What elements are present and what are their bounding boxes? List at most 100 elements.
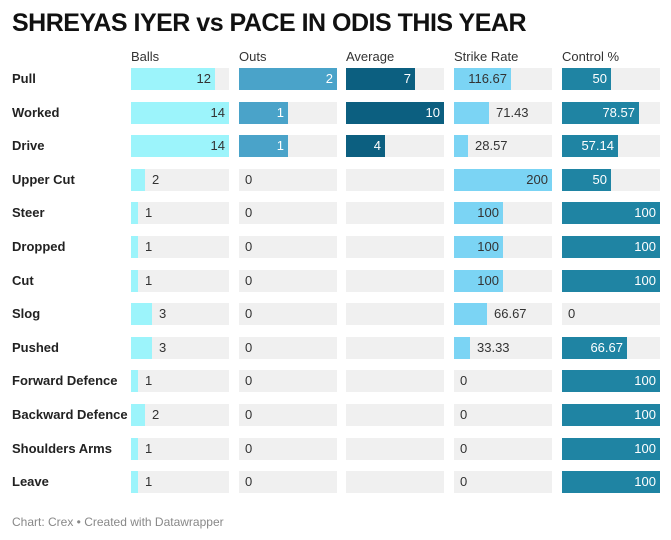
bar-track-strike-rate: 0 [454,471,552,493]
bar-control [562,438,660,460]
value-label-control: 100 [634,273,656,288]
value-label-balls: 1 [145,273,153,288]
value-label-average: 10 [425,105,440,120]
bar-track-control: 100 [562,370,660,392]
value-label-control: 50 [592,172,607,187]
bar-track-average [346,169,444,191]
bar-outs [239,68,337,90]
value-label-balls: 1 [145,373,153,388]
bar-track-outs: 0 [239,471,337,493]
value-label-control: 78.57 [602,105,635,120]
column-header-outs: Outs [239,49,267,64]
bar-track-balls: 1 [131,471,229,493]
value-label-balls: 1 [145,474,153,489]
value-label-strike-rate: 100 [477,205,499,220]
value-label-outs: 2 [325,71,333,86]
bar-track-balls: 1 [131,270,229,292]
value-label-control: 100 [634,239,656,254]
bar-track-control: 57.14 [562,135,660,157]
value-label-balls: 1 [145,239,153,254]
bar-balls [131,169,145,191]
value-label-average: 7 [403,71,411,86]
value-label-outs: 1 [276,138,284,153]
row-label: Upper Cut [12,172,75,187]
value-label-strike-rate: 33.33 [477,340,510,355]
column-header-strike-rate: Strike Rate [454,49,519,64]
bar-control [562,270,660,292]
bar-track-outs: 0 [239,370,337,392]
bar-outs [239,135,288,157]
bar-track-outs: 1 [239,135,337,157]
bar-average [346,102,444,124]
bar-track-strike-rate: 33.33 [454,337,552,359]
value-label-outs: 0 [245,340,253,355]
value-label-balls: 14 [210,105,225,120]
bar-control [562,370,660,392]
value-label-control: 0 [568,306,576,321]
value-label-outs: 0 [245,239,253,254]
value-label-control: 66.67 [590,340,623,355]
value-label-strike-rate: 66.67 [494,306,527,321]
value-label-control: 100 [634,474,656,489]
bar-track-average [346,370,444,392]
bar-track-strike-rate: 66.67 [454,303,552,325]
bar-track-average [346,202,444,224]
bar-track-control: 50 [562,68,660,90]
bar-track-average: 4 [346,135,444,157]
bar-track-average [346,471,444,493]
bar-balls [131,370,138,392]
bar-balls [131,68,215,90]
value-label-outs: 1 [276,105,284,120]
chart-source-footer: Chart: Crex • Created with Datawrapper [12,515,224,529]
bar-balls [131,438,138,460]
value-label-outs: 0 [245,441,253,456]
bar-track-outs: 2 [239,68,337,90]
bar-track-strike-rate: 100 [454,270,552,292]
bar-strike-rate [454,102,489,124]
value-label-outs: 0 [245,373,253,388]
value-label-control: 57.14 [581,138,614,153]
bar-track-balls: 1 [131,370,229,392]
bar-control [562,135,618,157]
bar-track-balls: 1 [131,202,229,224]
bar-track-control: 100 [562,270,660,292]
bar-track-average [346,236,444,258]
value-label-strike-rate: 200 [526,172,548,187]
row-label: Slog [12,306,41,321]
value-label-strike-rate: 28.57 [475,138,508,153]
value-label-balls: 14 [210,138,225,153]
value-label-balls: 2 [152,407,160,422]
value-label-strike-rate: 100 [477,273,499,288]
value-label-outs: 0 [245,273,253,288]
bar-track-average: 7 [346,68,444,90]
bar-track-control: 78.57 [562,102,660,124]
bar-balls [131,404,145,426]
bar-track-strike-rate: 200 [454,169,552,191]
bar-track-average [346,337,444,359]
bar-track-balls: 1 [131,438,229,460]
row-label: Shoulders Arms [12,441,112,456]
bar-balls [131,471,138,493]
value-label-strike-rate: 0 [460,474,468,489]
bar-track-strike-rate: 0 [454,438,552,460]
bar-balls [131,303,152,325]
bar-track-outs: 0 [239,236,337,258]
bar-track-strike-rate: 0 [454,404,552,426]
bar-control [562,404,660,426]
bar-outs [239,102,288,124]
bar-balls [131,270,138,292]
value-label-strike-rate: 100 [477,239,499,254]
row-label: Worked [12,105,60,120]
row-label: Leave [12,474,49,489]
value-label-balls: 1 [145,441,153,456]
bar-track-strike-rate: 116.67 [454,68,552,90]
bar-track-strike-rate: 100 [454,202,552,224]
value-label-strike-rate: 71.43 [496,105,529,120]
value-label-outs: 0 [245,474,253,489]
bar-track-outs: 0 [239,169,337,191]
value-label-strike-rate: 0 [460,441,468,456]
bar-track-outs: 0 [239,303,337,325]
bar-track-control: 66.67 [562,337,660,359]
bar-track-balls: 14 [131,102,229,124]
bar-strike-rate [454,303,487,325]
